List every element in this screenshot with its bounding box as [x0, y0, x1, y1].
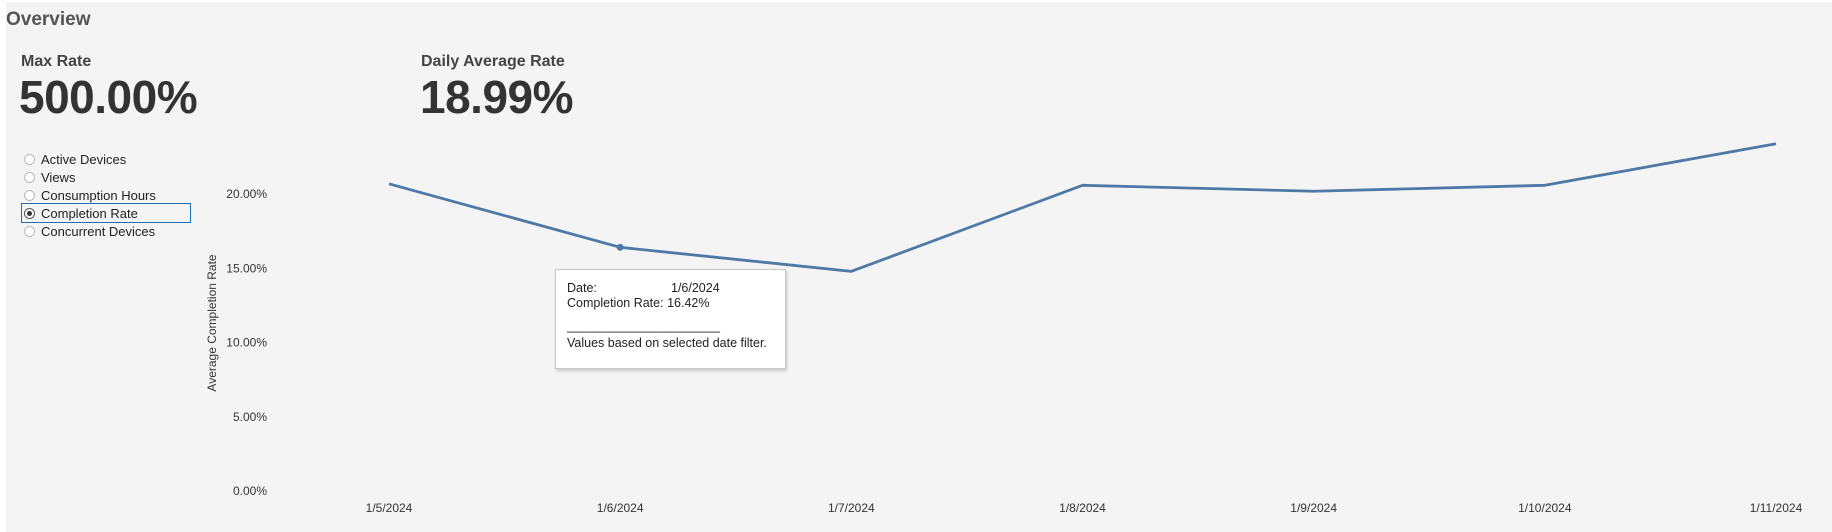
y-tick-label: 20.00% [226, 187, 267, 201]
tooltip-divider: ______________________ [567, 319, 720, 333]
tooltip-note: Values based on selected date filter. [567, 336, 767, 350]
x-tick-label: 1/10/2024 [1518, 501, 1572, 515]
series-line [388, 142, 1777, 273]
tooltip-date-value: 1/6/2024 [671, 281, 720, 295]
x-tick-label: 1/11/2024 [1750, 501, 1803, 515]
y-tick-label: 0.00% [233, 484, 267, 498]
x-tick-label: 1/8/2024 [1059, 501, 1106, 515]
daily-average-label: Daily Average Rate [421, 53, 565, 70]
data-point-tooltip: Date: 1/6/2024 Completion Rate: 16.42% _… [555, 269, 786, 369]
data-point[interactable] [616, 243, 624, 251]
radio-icon[interactable] [24, 171, 35, 183]
metric-option-views[interactable]: Views [22, 168, 190, 186]
radio-icon[interactable] [24, 207, 35, 219]
x-tick-label: 1/6/2024 [597, 501, 644, 515]
x-tick-label: 1/7/2024 [828, 501, 875, 515]
metric-option-label: Views [41, 169, 76, 185]
tooltip-rate-label: Completion Rate: [567, 296, 664, 310]
tooltip-date-label: Date: [567, 281, 597, 295]
metric-option-concurrent-devices[interactable]: Concurrent Devices [22, 222, 190, 240]
series-group [388, 142, 1777, 273]
y-axis-ticks: 0.00% 5.00% 10.00% 15.00% 20.00% [226, 187, 267, 498]
y-axis-title: Average Completion Rate [205, 254, 219, 392]
radio-icon[interactable] [24, 225, 35, 237]
radio-icon[interactable] [24, 153, 35, 165]
max-rate-label: Max Rate [21, 53, 92, 70]
radio-icon[interactable] [24, 189, 35, 201]
x-tick-label: 1/5/2024 [366, 501, 413, 515]
daily-average-value: 18.99% [420, 71, 574, 123]
y-tick-label: 15.00% [226, 261, 267, 275]
x-axis-ticks: 1/5/2024 1/6/2024 1/7/2024 1/8/2024 1/9/2024… [366, 501, 1803, 515]
metric-option-active-devices[interactable]: Active Devices [22, 150, 190, 168]
metric-option-completion-rate[interactable]: Completion Rate [21, 203, 191, 223]
page-title: Overview [6, 9, 91, 30]
metric-option-label: Completion Rate [41, 205, 138, 221]
y-tick-label: 5.00% [233, 410, 267, 424]
x-tick-label: 1/9/2024 [1290, 501, 1337, 515]
metric-selector: Active Devices Views Consumption Hours C… [21, 150, 191, 240]
metric-option-consumption-hours[interactable]: Consumption Hours [22, 186, 190, 204]
metric-option-label: Concurrent Devices [41, 223, 156, 239]
metric-option-label: Consumption Hours [41, 187, 156, 203]
max-rate-value: 500.00% [19, 71, 198, 123]
tooltip-rate-value: 16.42% [667, 296, 710, 310]
metric-option-label: Active Devices [41, 151, 127, 167]
y-tick-label: 10.00% [226, 336, 267, 350]
dashboard-panel [6, 2, 1832, 532]
